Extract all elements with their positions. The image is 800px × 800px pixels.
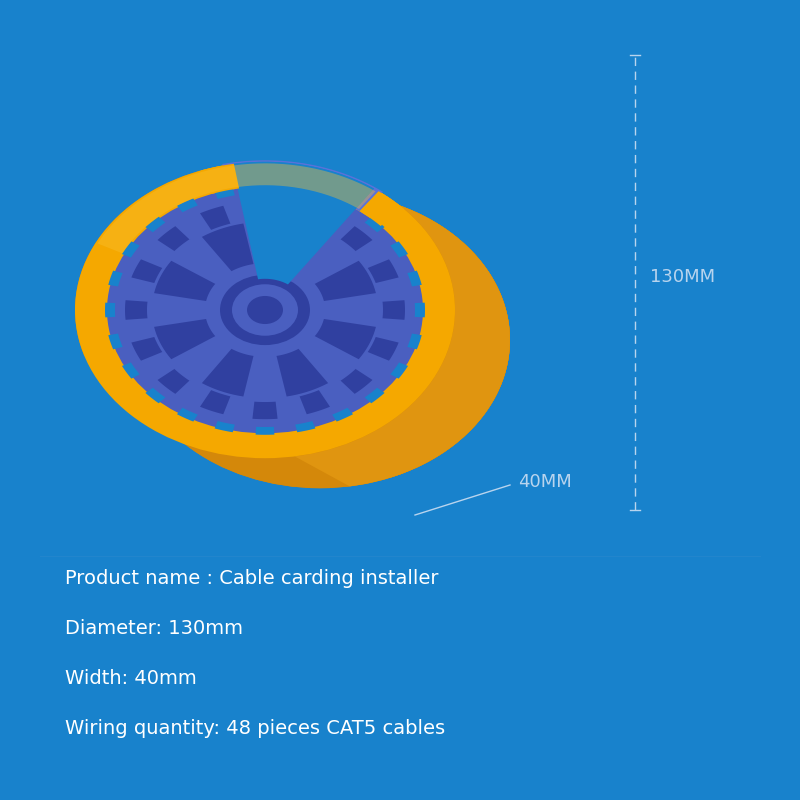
Ellipse shape [172,225,468,455]
Polygon shape [158,226,190,252]
Ellipse shape [130,192,510,488]
Polygon shape [381,300,405,320]
Polygon shape [254,353,277,402]
Polygon shape [299,206,330,230]
Ellipse shape [130,192,510,488]
Polygon shape [365,388,385,403]
Text: Diameter: 130mm: Diameter: 130mm [65,618,243,638]
Polygon shape [75,162,510,478]
Ellipse shape [117,194,413,426]
Polygon shape [368,337,398,361]
Text: Wiring quantity: 48 pieces CAT5 cables: Wiring quantity: 48 pieces CAT5 cables [65,718,445,738]
Polygon shape [154,319,215,359]
Polygon shape [253,201,278,220]
Polygon shape [232,162,374,209]
Polygon shape [277,223,328,271]
Polygon shape [359,191,404,226]
Polygon shape [339,226,373,252]
Polygon shape [295,188,315,199]
Polygon shape [390,362,408,378]
Polygon shape [125,300,150,320]
Polygon shape [332,198,353,212]
Ellipse shape [107,186,423,434]
Polygon shape [146,388,166,403]
Polygon shape [255,426,274,434]
Polygon shape [174,238,230,283]
Text: Width: 40mm: Width: 40mm [65,669,197,687]
Polygon shape [235,162,510,478]
Ellipse shape [247,296,283,324]
Polygon shape [414,302,425,318]
Polygon shape [294,166,510,486]
Polygon shape [98,163,375,254]
Polygon shape [202,349,254,397]
Polygon shape [177,198,198,212]
Polygon shape [254,218,277,267]
Polygon shape [295,421,315,432]
Polygon shape [177,408,198,422]
Text: Product name : Cable carding installer: Product name : Cable carding installer [65,569,438,587]
Polygon shape [407,334,422,350]
Polygon shape [320,301,383,319]
Polygon shape [154,261,215,301]
Polygon shape [232,162,374,285]
Polygon shape [200,390,230,414]
Polygon shape [332,408,353,422]
Ellipse shape [220,275,310,345]
Polygon shape [174,337,230,382]
Polygon shape [314,261,376,301]
Polygon shape [299,390,330,414]
Polygon shape [365,217,385,232]
Polygon shape [146,217,166,232]
Polygon shape [407,270,422,286]
Polygon shape [105,302,115,318]
Polygon shape [368,259,398,283]
Polygon shape [339,368,373,394]
Polygon shape [390,242,408,258]
Polygon shape [200,206,230,230]
Polygon shape [300,238,356,283]
Text: 40MM: 40MM [518,473,572,491]
Polygon shape [131,337,162,361]
Polygon shape [255,186,274,194]
Polygon shape [202,223,254,271]
Polygon shape [277,349,328,397]
Polygon shape [214,188,234,199]
Polygon shape [158,368,190,394]
Ellipse shape [232,284,298,336]
Text: 130MM: 130MM [650,269,715,286]
Polygon shape [131,259,162,283]
Polygon shape [122,362,140,378]
Polygon shape [253,400,278,419]
Polygon shape [117,194,468,434]
Polygon shape [122,242,140,258]
Ellipse shape [75,162,455,458]
Polygon shape [214,421,234,432]
Polygon shape [147,301,210,319]
Polygon shape [300,337,356,382]
Polygon shape [222,160,383,213]
Polygon shape [108,334,122,350]
Polygon shape [314,319,376,359]
Polygon shape [201,164,239,194]
Polygon shape [108,270,122,286]
